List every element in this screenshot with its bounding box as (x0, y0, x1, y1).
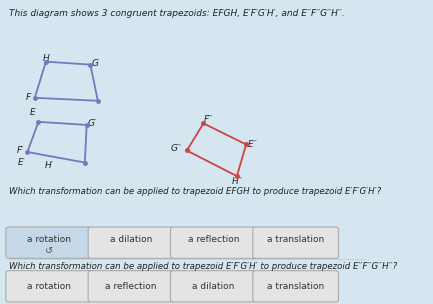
FancyBboxPatch shape (253, 227, 339, 258)
Text: ↺: ↺ (45, 247, 53, 256)
Text: H: H (42, 54, 49, 63)
Text: E: E (30, 108, 36, 117)
FancyBboxPatch shape (6, 227, 91, 258)
Text: G: G (91, 59, 98, 67)
FancyBboxPatch shape (253, 271, 339, 302)
FancyBboxPatch shape (88, 227, 174, 258)
Text: G′: G′ (88, 119, 97, 128)
Text: F′: F′ (17, 146, 24, 155)
FancyBboxPatch shape (88, 271, 174, 302)
Text: a rotation: a rotation (27, 282, 71, 291)
Text: a dilation: a dilation (192, 282, 235, 291)
Text: Which transformation can be applied to trapezoid EFGH to produce trapezoid E′F′G: Which transformation can be applied to t… (9, 187, 381, 196)
Text: a reflection: a reflection (187, 235, 239, 244)
Text: This diagram shows 3 congruent trapezoids: EFGH, E′F′G′H′, and E′′F′′G′′H′′.: This diagram shows 3 congruent trapezoid… (9, 9, 345, 18)
Text: Which transformation can be applied to trapezoid E′F′G′H′ to produce trapezoid E: Which transformation can be applied to t… (9, 262, 397, 271)
Text: a dilation: a dilation (110, 235, 152, 244)
Text: E′′: E′′ (248, 140, 258, 149)
FancyBboxPatch shape (171, 227, 256, 258)
Text: a rotation: a rotation (27, 235, 71, 244)
Text: F: F (26, 93, 31, 102)
Text: F′′: F′′ (204, 115, 213, 124)
Text: G′′: G′′ (171, 144, 182, 154)
Text: H′: H′ (45, 161, 54, 170)
FancyBboxPatch shape (6, 271, 91, 302)
Text: a translation: a translation (267, 235, 324, 244)
Text: H′′: H′′ (232, 177, 242, 186)
Text: E′: E′ (18, 158, 26, 167)
Text: a translation: a translation (267, 282, 324, 291)
Text: a reflection: a reflection (105, 282, 157, 291)
FancyBboxPatch shape (171, 271, 256, 302)
